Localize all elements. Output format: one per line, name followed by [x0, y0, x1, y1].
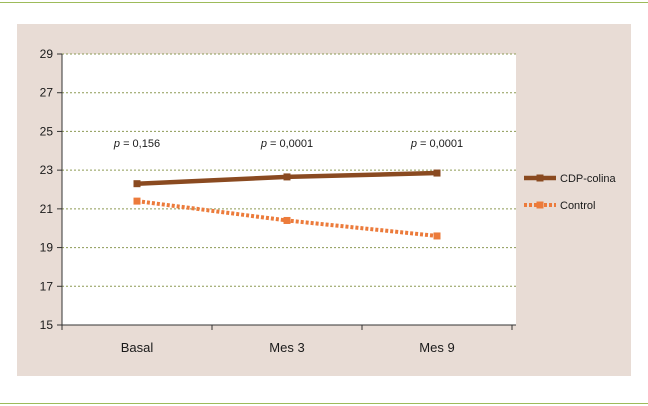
data-point: [133, 180, 141, 188]
legend-label: Control: [560, 200, 595, 212]
p-symbol: p: [260, 138, 267, 150]
legend-marker-0: [536, 174, 544, 182]
x-tick-label: Mes 3: [269, 340, 304, 355]
p-value-text: = 0,0001: [417, 138, 463, 150]
y-tick-labels: 15 17 19 21 23 25 27 29: [40, 47, 54, 332]
data-point: [283, 173, 291, 181]
p-value-text: = 0,0001: [267, 138, 313, 150]
data-point: [433, 169, 441, 177]
x-tick-label: Mes 9: [419, 340, 454, 355]
y-tick-label: 25: [40, 124, 54, 138]
top-rule: [0, 2, 648, 3]
p-symbol: p: [410, 138, 417, 150]
series-group: [133, 169, 441, 240]
y-tick-label: 23: [40, 163, 54, 177]
p-symbol: p: [113, 138, 120, 150]
y-tick-label: 15: [40, 318, 54, 332]
p-value-annotation: p = 0,0001: [260, 138, 313, 150]
annotations: p = 0,156 p = 0,0001 p = 0,0001: [113, 138, 463, 150]
bottom-rule: [0, 403, 648, 404]
p-value-annotation: p = 0,0001: [410, 138, 463, 150]
legend-label: CDP-colina: [560, 173, 617, 185]
y-tick-label: 17: [40, 279, 54, 293]
data-point: [283, 216, 291, 224]
data-point: [133, 197, 141, 205]
plot-area: [62, 54, 516, 325]
p-value-annotation: p = 0,156: [113, 138, 160, 150]
y-tick-label: 19: [40, 241, 54, 255]
y-tick-label: 21: [40, 202, 54, 216]
line-chart: 15 17 19 21 23 25 27 29 Basal Mes 3 Mes 9 p = 0,1…: [40, 47, 617, 355]
chart-panel: 15 17 19 21 23 25 27 29 Basal Mes 3 Mes 9 p = 0,1…: [17, 24, 631, 376]
legend-marker-1: [536, 201, 544, 209]
legend: CDP-colina Control: [524, 173, 617, 212]
y-tick-label: 29: [40, 47, 54, 61]
x-tick-label: Basal: [121, 340, 154, 355]
axes: [57, 53, 516, 330]
p-value-text: = 0,156: [120, 138, 160, 150]
data-point: [433, 232, 441, 240]
x-tick-labels: Basal Mes 3 Mes 9: [121, 340, 455, 355]
y-tick-label: 27: [40, 86, 54, 100]
